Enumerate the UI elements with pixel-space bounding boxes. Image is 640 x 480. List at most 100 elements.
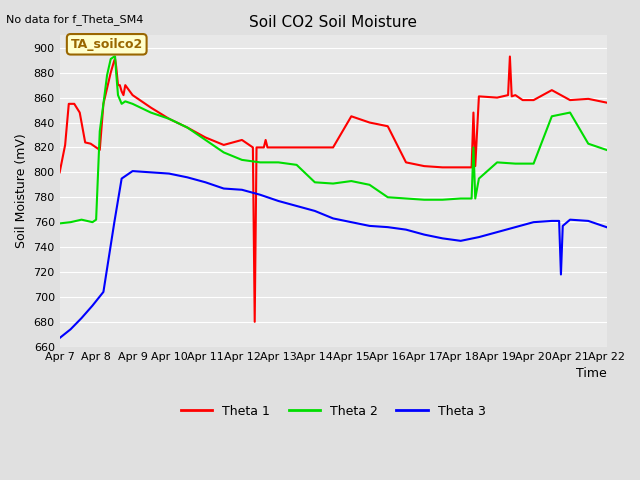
Theta 3 — [556, 218, 563, 224]
Theta 3 — [457, 238, 465, 244]
Theta 1 — [506, 54, 514, 60]
Theta 3 — [548, 218, 556, 224]
Theta 2 — [122, 98, 129, 104]
Theta 3 — [238, 187, 246, 192]
Theta 2 — [111, 54, 118, 60]
Theta 2 — [438, 197, 446, 203]
Theta 2 — [493, 159, 501, 165]
Theta 2 — [457, 196, 465, 202]
Theta 2 — [96, 128, 104, 134]
Theta 3 — [184, 174, 191, 180]
Line: Theta 1: Theta 1 — [60, 57, 607, 322]
Theta 2 — [147, 109, 155, 115]
Theta 3 — [530, 219, 538, 225]
Theta 2 — [530, 161, 538, 167]
Theta 3 — [165, 171, 173, 177]
Theta 2 — [470, 144, 477, 150]
Theta 2 — [202, 137, 209, 143]
Theta 2 — [100, 101, 108, 107]
Theta 2 — [165, 116, 173, 121]
Theta 2 — [275, 159, 282, 165]
Theta 2 — [292, 162, 300, 168]
Theta 3 — [559, 223, 566, 229]
Theta 2 — [311, 180, 319, 185]
Theta 2 — [88, 219, 96, 225]
Theta 3 — [147, 169, 155, 175]
Theta 2 — [468, 196, 476, 202]
Theta 2 — [584, 141, 592, 146]
Text: No data for f_Theta_SM4: No data for f_Theta_SM4 — [6, 14, 144, 25]
Theta 2 — [111, 54, 119, 60]
Theta 2 — [472, 196, 479, 202]
Theta 3 — [348, 219, 355, 225]
Theta 3 — [220, 186, 228, 192]
Theta 3 — [475, 234, 483, 240]
Theta 2 — [257, 159, 264, 165]
Theta 1 — [457, 165, 465, 170]
Theta 2 — [107, 56, 115, 62]
Theta 2 — [56, 220, 63, 226]
Theta 3 — [311, 208, 319, 214]
Y-axis label: Soil Moisture (mV): Soil Moisture (mV) — [15, 133, 28, 248]
Theta 3 — [566, 217, 574, 223]
Theta 3 — [329, 216, 337, 221]
Theta 2 — [511, 161, 519, 167]
X-axis label: Time: Time — [576, 367, 607, 380]
Theta 2 — [548, 113, 556, 119]
Theta 3 — [292, 203, 300, 209]
Theta 1 — [603, 100, 611, 106]
Theta 3 — [118, 176, 125, 181]
Theta 2 — [384, 194, 392, 200]
Theta 2 — [566, 109, 574, 115]
Theta 3 — [603, 224, 611, 230]
Theta 3 — [384, 224, 392, 230]
Theta 3 — [402, 227, 410, 232]
Theta 2 — [329, 180, 337, 186]
Theta 3 — [111, 219, 118, 225]
Text: TA_soilco2: TA_soilco2 — [70, 38, 143, 51]
Line: Theta 2: Theta 2 — [60, 57, 607, 223]
Theta 2 — [184, 125, 191, 131]
Theta 3 — [129, 168, 136, 174]
Theta 3 — [257, 192, 264, 198]
Theta 2 — [365, 182, 373, 188]
Theta 1 — [65, 101, 72, 107]
Theta 3 — [365, 223, 373, 229]
Theta 2 — [475, 176, 483, 181]
Theta 3 — [420, 232, 428, 238]
Theta 1 — [116, 82, 124, 88]
Theta 2 — [113, 70, 120, 75]
Theta 3 — [88, 303, 96, 309]
Theta 2 — [348, 178, 355, 184]
Theta 3 — [202, 180, 209, 185]
Theta 1 — [251, 319, 259, 324]
Theta 3 — [67, 326, 74, 332]
Theta 2 — [129, 101, 136, 107]
Theta 3 — [77, 315, 85, 321]
Theta 2 — [238, 157, 246, 163]
Theta 3 — [56, 335, 63, 341]
Theta 2 — [103, 72, 111, 78]
Theta 2 — [118, 101, 125, 107]
Theta 1 — [100, 101, 108, 107]
Theta 1 — [262, 137, 269, 143]
Theta 2 — [92, 217, 100, 223]
Theta 1 — [87, 141, 95, 146]
Theta 1 — [56, 169, 63, 175]
Theta 2 — [420, 197, 428, 203]
Theta 3 — [493, 229, 501, 235]
Theta 3 — [438, 236, 446, 241]
Theta 3 — [100, 289, 108, 295]
Legend: Theta 1, Theta 2, Theta 3: Theta 1, Theta 2, Theta 3 — [175, 400, 490, 423]
Title: Soil CO2 Soil Moisture: Soil CO2 Soil Moisture — [249, 15, 417, 30]
Theta 2 — [77, 217, 85, 223]
Theta 3 — [275, 198, 282, 204]
Theta 2 — [67, 219, 74, 225]
Theta 2 — [402, 196, 410, 202]
Theta 3 — [557, 272, 564, 277]
Theta 2 — [603, 147, 611, 153]
Theta 2 — [220, 150, 228, 156]
Theta 3 — [511, 224, 519, 230]
Theta 2 — [114, 92, 122, 98]
Theta 3 — [584, 218, 592, 224]
